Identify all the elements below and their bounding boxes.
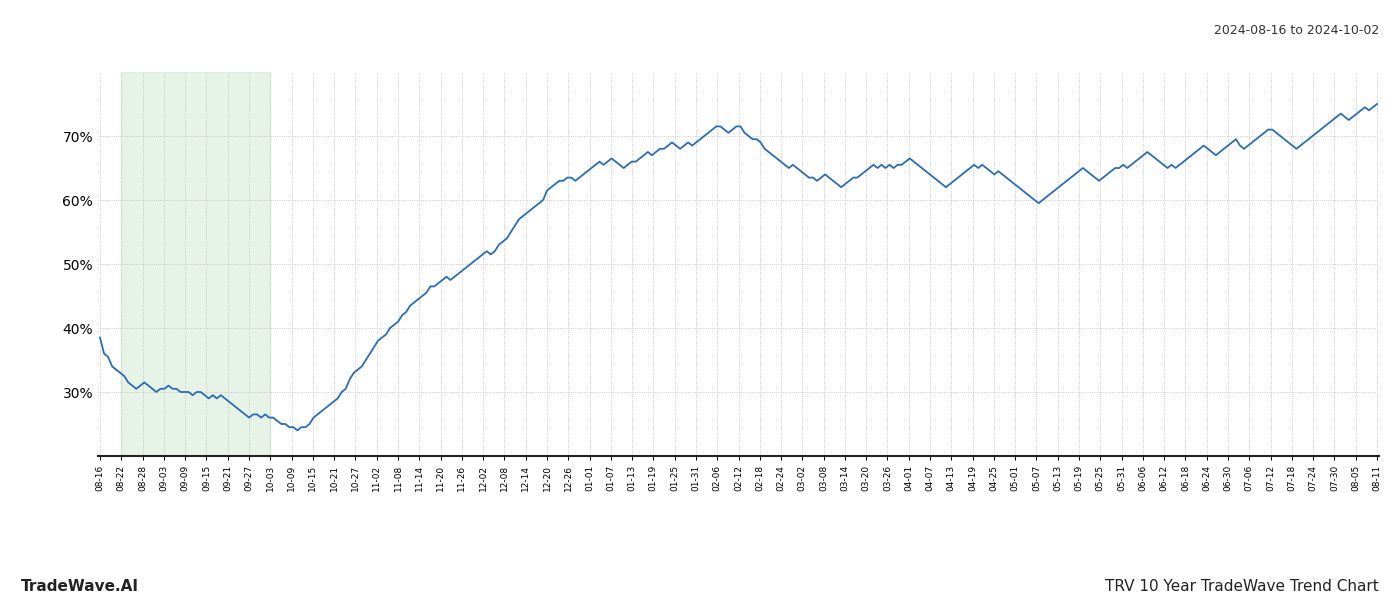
Text: 2024-08-16 to 2024-10-02: 2024-08-16 to 2024-10-02 [1214, 24, 1379, 37]
Text: TradeWave.AI: TradeWave.AI [21, 579, 139, 594]
Bar [122, 72, 270, 456]
Text: TRV 10 Year TradeWave Trend Chart: TRV 10 Year TradeWave Trend Chart [1105, 579, 1379, 594]
